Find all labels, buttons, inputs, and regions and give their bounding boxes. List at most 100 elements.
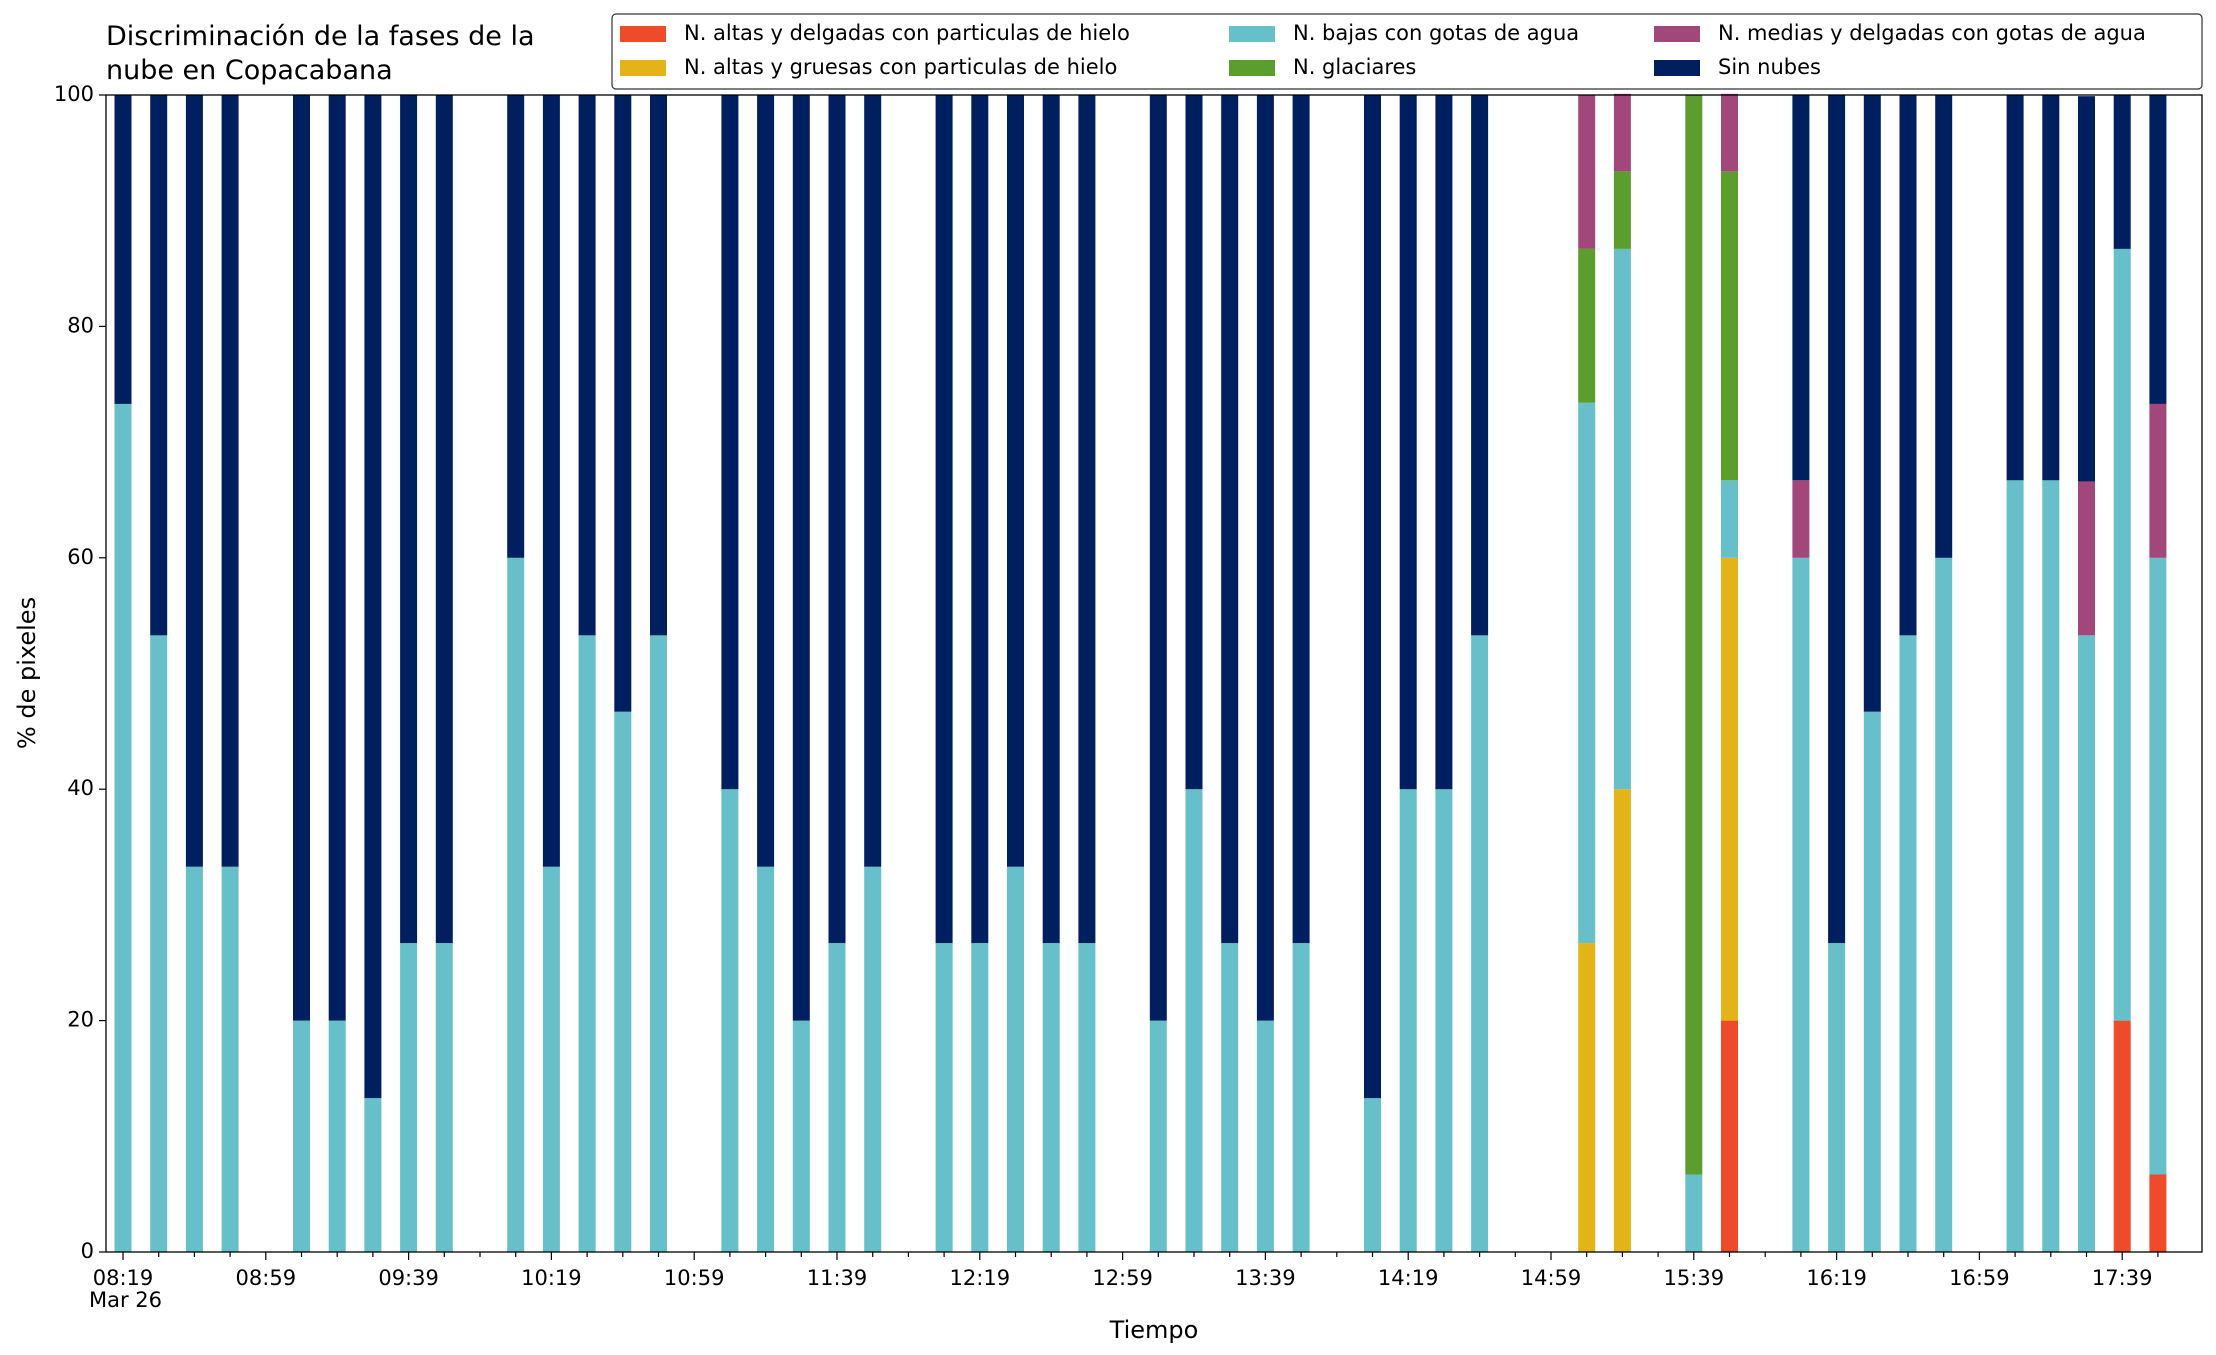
bar-segment	[1899, 635, 1917, 1252]
bar-segment	[2113, 1020, 2131, 1252]
bar-segment	[828, 95, 846, 944]
bar-segment	[1863, 711, 1881, 1252]
bar-segment	[792, 95, 810, 1021]
bar-segment	[828, 943, 846, 1252]
y-tick-label: 60	[67, 545, 94, 569]
legend-swatch	[620, 26, 666, 42]
bar-segment	[1185, 95, 1203, 790]
bar-segment	[1935, 557, 1953, 1252]
bar-segment	[1721, 171, 1738, 481]
legend-label: N. medias y delgadas con gotas de agua	[1718, 21, 2146, 45]
bar-segment	[578, 635, 596, 1252]
x-tick-label: 12:19	[950, 1266, 1011, 1290]
bar-segment	[1435, 95, 1453, 790]
bar-segment	[650, 95, 667, 636]
bar-segment	[2149, 403, 2167, 558]
bar-segment	[1364, 1098, 1381, 1252]
bar-segment	[293, 1020, 310, 1252]
bar-segment	[971, 95, 989, 944]
bar-segment	[614, 95, 632, 712]
bar-segment	[864, 866, 882, 1252]
bar-segment	[1828, 95, 1846, 944]
bar-segment	[1256, 1020, 1274, 1252]
bar-segment	[1292, 95, 1310, 944]
x-tick-label: 16:19	[1806, 1266, 1867, 1290]
bar-segment	[1042, 943, 1060, 1252]
date-label: Mar 26	[89, 1288, 162, 1312]
bar-segment	[1721, 557, 1738, 1021]
bar-segment	[221, 95, 239, 867]
bar-segment	[792, 1020, 810, 1252]
x-tick-label: 17:39	[2092, 1266, 2153, 1290]
bar-segment	[864, 95, 882, 867]
bar-segment	[1007, 95, 1024, 867]
bar-segment	[1042, 95, 1060, 944]
bar-segment	[935, 95, 953, 944]
bar-segment	[400, 95, 418, 944]
bar-segment	[1578, 943, 1596, 1252]
bar-segment	[1721, 1020, 1738, 1252]
bar-segment	[1792, 557, 1810, 1252]
bar-segment	[757, 95, 775, 867]
y-axis-label: % de pixeles	[13, 597, 41, 749]
bar-segment	[1221, 943, 1239, 1252]
bar-segment	[293, 95, 310, 1021]
bar-segment	[507, 557, 525, 1252]
bar-segment	[1471, 635, 1489, 1252]
bar-segment	[578, 95, 596, 636]
bar-segment	[185, 95, 203, 867]
x-tick-label: 12:59	[1092, 1266, 1153, 1290]
bar-segment	[1685, 1174, 1703, 1252]
legend-swatch	[1229, 26, 1275, 42]
bar-segment	[1149, 1020, 1167, 1252]
y-tick-label: 20	[67, 1008, 94, 1032]
bar-segment	[1899, 95, 1917, 636]
legend-label: Sin nubes	[1718, 55, 1821, 79]
bar-segment	[2042, 480, 2060, 1252]
bar-segment	[757, 866, 775, 1252]
bar-segment	[2149, 95, 2167, 404]
bar-segment	[1828, 943, 1846, 1252]
bar-segment	[150, 635, 168, 1252]
bar-segment	[1221, 95, 1239, 944]
bar-segment	[1613, 248, 1631, 790]
bar-segment	[1792, 480, 1810, 558]
bar-segment	[1007, 866, 1024, 1252]
x-tick-label: 08:19	[93, 1266, 154, 1290]
bar-segment	[1078, 943, 1096, 1252]
bar-segment	[1399, 789, 1417, 1252]
bar-segment	[1149, 95, 1167, 1021]
bar-segment	[400, 943, 418, 1252]
bar-segment	[1399, 95, 1417, 790]
bar-segment	[721, 789, 739, 1252]
bar-segment	[614, 711, 632, 1252]
bar-segment	[1578, 95, 1596, 249]
bar-segment	[1471, 95, 1489, 636]
bar-segment	[1685, 95, 1703, 1175]
y-tick-label: 0	[81, 1239, 94, 1263]
bar-segment	[1364, 95, 1381, 1099]
bar-segment	[1863, 95, 1881, 712]
bar-segment	[114, 403, 132, 1252]
legend-label: N. bajas con gotas de agua	[1293, 21, 1579, 45]
bar-segment	[185, 866, 203, 1252]
bar-segment	[2149, 557, 2167, 1175]
legend-swatch	[1654, 60, 1700, 76]
bar-segment	[1078, 95, 1096, 944]
legend-label: N. glaciares	[1293, 55, 1416, 79]
bar-segment	[114, 95, 132, 404]
legend-box	[611, 13, 2203, 90]
legend-label: N. altas y gruesas con particulas de hie…	[684, 55, 1117, 79]
bar-segment	[1292, 943, 1310, 1252]
bar-segment	[435, 95, 453, 944]
bar-segment	[1613, 93, 1631, 172]
bar-segment	[2113, 248, 2131, 1021]
bar-segment	[721, 95, 739, 790]
chart-title: Discriminación de la fases de la nube en…	[106, 21, 535, 86]
bar-segment	[2078, 481, 2095, 636]
bar-segment	[542, 95, 560, 867]
bar-segment	[935, 943, 953, 1252]
x-axis-label: Tiempo	[1109, 1316, 1199, 1344]
